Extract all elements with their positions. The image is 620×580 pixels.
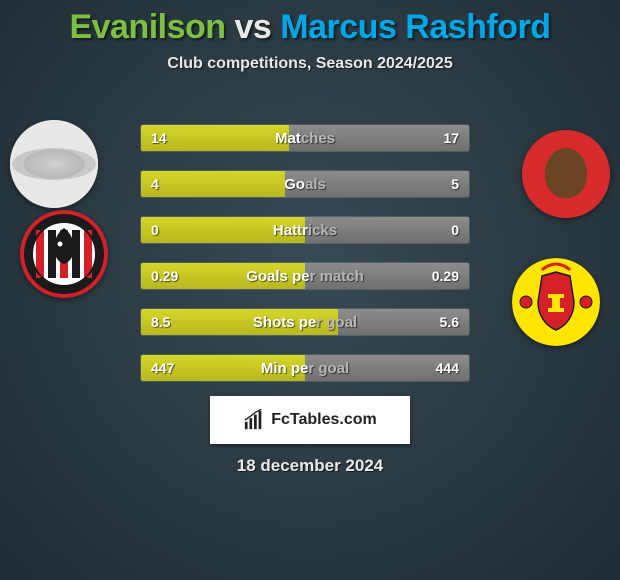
player1-placeholder-icon <box>10 120 98 208</box>
stat-value-left: 4 <box>141 171 169 197</box>
stat-value-left: 8.5 <box>141 309 180 335</box>
stat-value-left: 14 <box>141 125 177 151</box>
stats-panel: 1417Matches45Goals00Hattricks0.290.29Goa… <box>140 124 470 400</box>
fctables-logo-icon <box>243 409 265 431</box>
stat-value-right: 0.29 <box>422 263 469 289</box>
stat-value-right: 5.6 <box>430 309 469 335</box>
stat-row: 8.55.6Shots per goal <box>140 308 470 336</box>
club1-crest <box>20 210 108 298</box>
player2-avatar <box>522 130 610 218</box>
bournemouth-crest-icon <box>20 210 108 298</box>
stat-row: 00Hattricks <box>140 216 470 244</box>
player1-name: Evanilson <box>69 8 225 46</box>
stat-value-right: 5 <box>441 171 469 197</box>
stat-row: 45Goals <box>140 170 470 198</box>
club2-crest <box>512 258 600 346</box>
date-text: 18 december 2024 <box>0 456 620 476</box>
fctables-text: FcTables.com <box>271 411 377 429</box>
comparison-title: Evanilson vs Marcus Rashford <box>0 0 620 47</box>
stat-row: 447444Min per goal <box>140 354 470 382</box>
stat-value-left: 0.29 <box>141 263 188 289</box>
fctables-badge: FcTables.com <box>210 396 410 444</box>
stat-value-left: 0 <box>141 217 169 243</box>
subtitle: Club competitions, Season 2024/2025 <box>0 55 620 73</box>
manutd-crest-icon <box>512 258 600 346</box>
stat-value-right: 0 <box>441 217 469 243</box>
vs-text: vs <box>226 8 281 46</box>
stat-value-right: 444 <box>426 355 469 381</box>
stat-value-right: 17 <box>433 125 469 151</box>
stat-row: 0.290.29Goals per match <box>140 262 470 290</box>
player2-name: Marcus Rashford <box>280 8 550 46</box>
stat-value-left: 447 <box>141 355 184 381</box>
stat-row: 1417Matches <box>140 124 470 152</box>
player1-avatar <box>10 120 98 208</box>
